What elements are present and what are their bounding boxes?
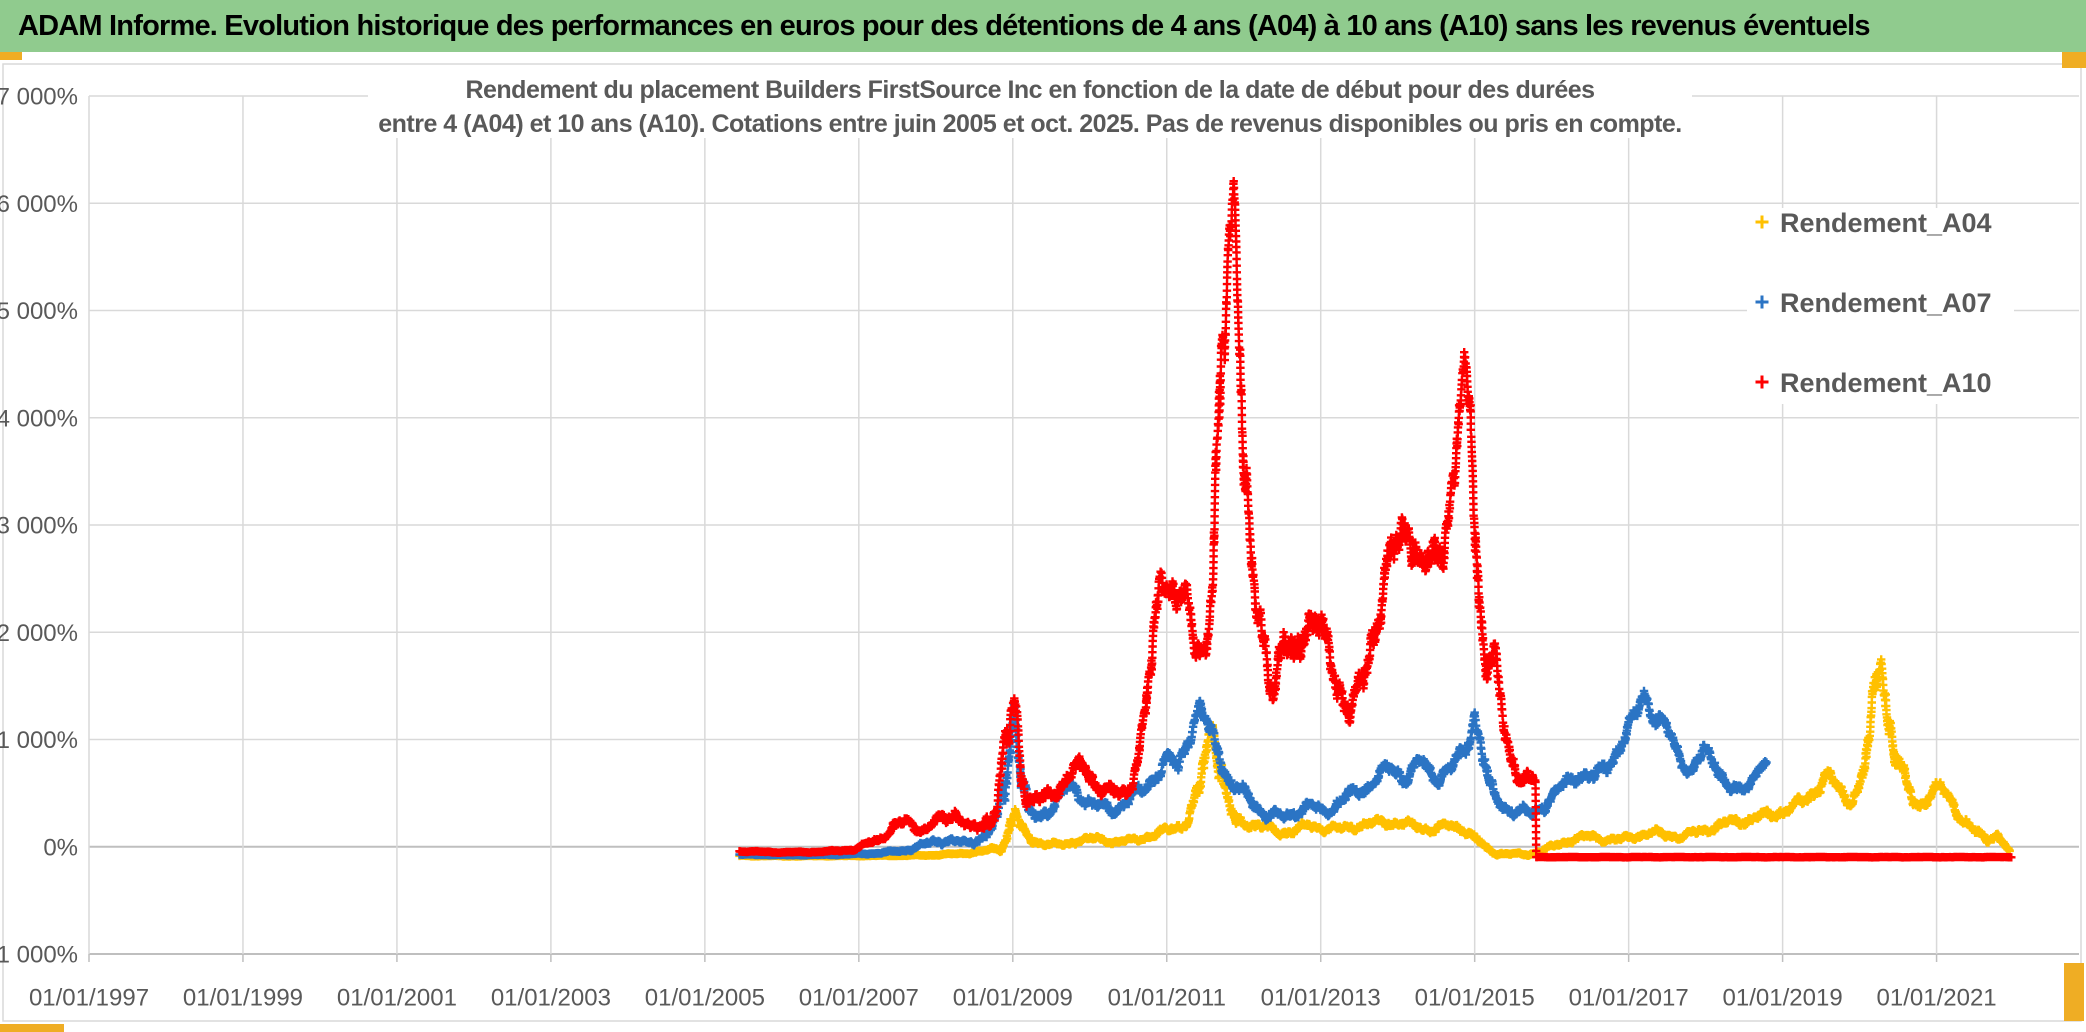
legend-label[interactable]: Rendement_A07 xyxy=(1780,288,1992,318)
corner-accent xyxy=(0,52,22,60)
y-axis-label: 1 000% xyxy=(0,727,78,754)
x-axis-label: 01/01/2017 xyxy=(1569,985,1689,1012)
x-axis-label: 01/01/2007 xyxy=(799,985,919,1012)
y-axis-label: 6 000% xyxy=(0,191,78,218)
legend-marker-plus-icon[interactable] xyxy=(1755,295,1769,309)
corner-accent xyxy=(2064,963,2084,1021)
x-axis-label: 01/01/1999 xyxy=(183,985,303,1012)
x-axis-label: 01/01/2011 xyxy=(1108,985,1226,1012)
x-axis-label: 01/01/1997 xyxy=(29,985,149,1012)
y-axis-label: 5 000% xyxy=(0,298,78,325)
chart-title-line1: Rendement du placement Builders FirstSou… xyxy=(465,76,1594,104)
x-axis-label: 01/01/2013 xyxy=(1261,985,1381,1012)
corner-accent xyxy=(0,1024,64,1032)
x-axis-label: 01/01/2009 xyxy=(953,985,1073,1012)
y-axis-label: 4 000% xyxy=(0,405,78,432)
chart-frame xyxy=(2,63,2082,1022)
x-axis-label: 01/01/2003 xyxy=(491,985,611,1012)
legend-label[interactable]: Rendement_A04 xyxy=(1780,208,1992,238)
report-banner-title: ADAM Informe. Evolution historique des p… xyxy=(18,9,1870,42)
x-axis-label: 01/01/2015 xyxy=(1415,985,1535,1012)
report-banner: ADAM Informe. Evolution historique des p… xyxy=(0,0,2086,52)
legend-marker-plus-icon[interactable] xyxy=(1755,215,1769,229)
x-axis-label: 01/01/2019 xyxy=(1723,985,1843,1012)
y-axis-label: 7 000% xyxy=(0,84,78,111)
legend-label[interactable]: Rendement_A10 xyxy=(1780,368,1992,398)
y-axis-label: 2 000% xyxy=(0,620,78,647)
y-axis-label: -1 000% xyxy=(0,942,78,969)
y-axis-label: 0% xyxy=(43,834,78,861)
x-axis-label: 01/01/2021 xyxy=(1877,985,1997,1012)
y-axis-label: 3 000% xyxy=(0,513,78,540)
x-axis-label: 01/01/2001 xyxy=(337,985,457,1012)
chart-title-line2: entre 4 (A04) et 10 ans (A10). Cotations… xyxy=(378,110,1682,138)
legend-box xyxy=(1747,208,2014,404)
x-axis-label: 01/01/2005 xyxy=(645,985,765,1012)
series-rendement-a10-points xyxy=(735,177,2016,862)
legend-marker-plus-icon[interactable] xyxy=(1755,375,1769,389)
corner-accent xyxy=(2062,52,2086,68)
title-backing xyxy=(368,66,1692,138)
